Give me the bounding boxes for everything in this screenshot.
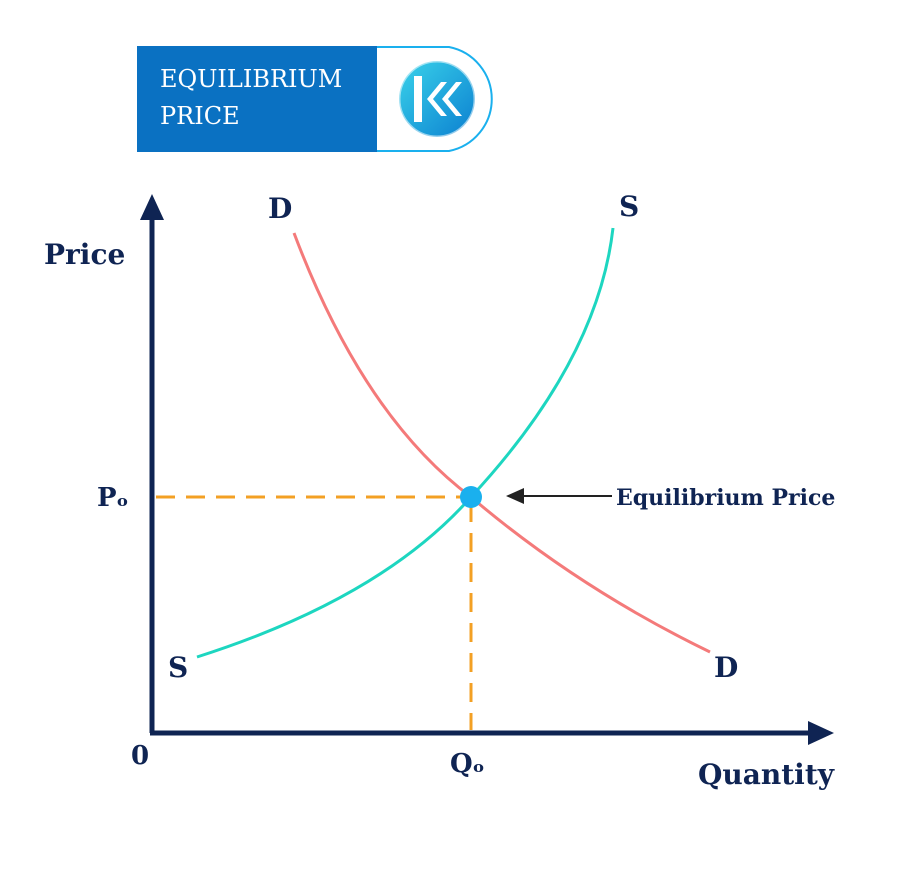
title-banner: EQUILIBRIUM PRICE xyxy=(137,46,493,152)
quantity-marker-label: Qₒ xyxy=(450,749,485,779)
banner-title-line1: EQUILIBRIUM xyxy=(160,65,342,93)
supply-label-bottom: S xyxy=(168,651,188,684)
double-chevron-left-icon xyxy=(397,59,477,139)
banner-title-line2: PRICE xyxy=(160,102,240,130)
axes xyxy=(140,194,834,745)
y-axis-arrowhead xyxy=(140,194,164,220)
banner-box xyxy=(137,46,377,152)
annotation-label: Equilibrium Price xyxy=(616,485,835,511)
supply-curve xyxy=(196,227,615,659)
demand-label-top: D xyxy=(268,192,292,225)
origin-label: 0 xyxy=(131,741,149,771)
supply-label-top: S xyxy=(619,190,639,223)
x-axis-label: Quantity xyxy=(698,758,835,791)
x-axis-arrowhead xyxy=(808,721,834,745)
equilibrium-annotation: Equilibrium Price xyxy=(506,485,835,511)
equilibrium-point xyxy=(460,486,482,508)
y-axis-label: Price xyxy=(44,238,125,271)
annotation-arrowhead xyxy=(506,488,524,504)
equilibrium-guides xyxy=(156,495,473,730)
demand-label-bottom: D xyxy=(714,651,738,684)
price-marker-label: Pₒ xyxy=(97,483,129,513)
